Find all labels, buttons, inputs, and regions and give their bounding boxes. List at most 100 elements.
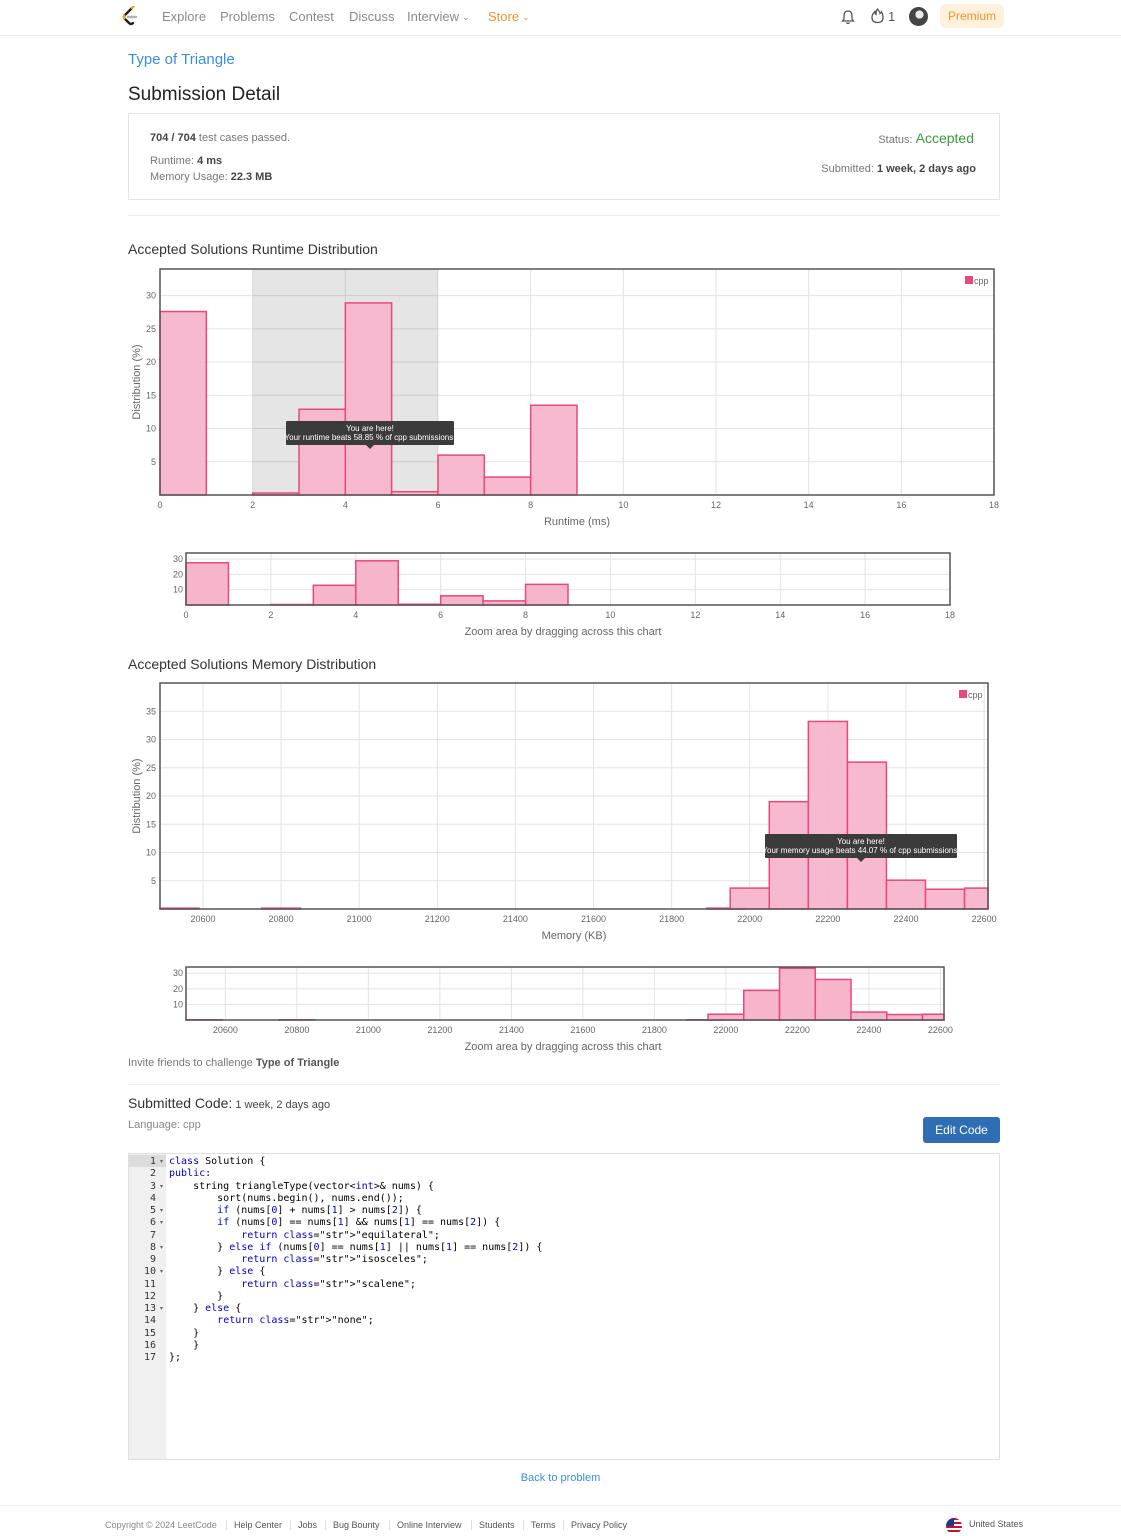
tooltip-box: [286, 421, 454, 445]
nav-contest[interactable]: Contest: [289, 9, 334, 24]
zoom-x-tick-label: 21200: [427, 1025, 452, 1035]
footer-link[interactable]: Students: [479, 1520, 515, 1530]
chart-bar[interactable]: [344, 302, 393, 496]
zoom-chart-bar: [743, 989, 781, 1021]
premium-button[interactable]: Premium: [940, 4, 1004, 28]
avatar[interactable]: [909, 7, 928, 26]
code-line[interactable]: }: [169, 1290, 224, 1302]
chart-bar[interactable]: [729, 887, 771, 910]
code-line[interactable]: return class="str">"equilateral";: [241, 1229, 440, 1241]
invite-problem[interactable]: Type of Triangle: [255, 1057, 340, 1069]
zoom-chart-frame[interactable]: [185, 552, 951, 606]
code-line[interactable]: public:: [169, 1168, 212, 1180]
x-tick-label: 6: [435, 500, 440, 510]
bell-icon[interactable]: [841, 9, 855, 25]
zoom-x-tick-label: 2: [268, 610, 273, 620]
footer-separator: [290, 1520, 291, 1530]
chart-bar[interactable]: [159, 310, 208, 496]
x-tick-label: 21400: [503, 914, 528, 924]
nav-problems[interactable]: Problems: [220, 9, 275, 24]
fold-toggle-icon[interactable]: ▾: [160, 1269, 164, 1276]
tooltip-pointer: [857, 858, 865, 862]
code-line[interactable]: return class="str">"scalene";: [241, 1278, 416, 1290]
y-tick-label: 15: [146, 819, 156, 829]
chart-bar[interactable]: [807, 720, 849, 910]
legend-swatch: [965, 276, 973, 284]
footer-link[interactable]: Help Center: [234, 1520, 283, 1530]
nav-explore[interactable]: Explore: [162, 9, 207, 24]
fold-toggle-icon[interactable]: ▾: [160, 1183, 164, 1190]
footer-link[interactable]: Online Interview: [397, 1520, 462, 1530]
line-number: 12: [143, 1290, 156, 1302]
footer-link[interactable]: Terms: [531, 1520, 556, 1530]
fold-toggle-icon[interactable]: ▾: [160, 1159, 164, 1165]
memory-distribution-chart[interactable]: 5 10 15 20 25 30 35 20600 20800 21000 21200 21400 21…: [0, 676, 1121, 1056]
code-line[interactable]: return class="str">"none";: [217, 1315, 374, 1327]
fold-toggle-icon[interactable]: ▾: [160, 1208, 164, 1214]
x-axis-label: Memory (KB): [542, 930, 607, 942]
chart-bar[interactable]: [437, 454, 486, 496]
code-line[interactable]: return class="str">"isosceles";: [241, 1254, 428, 1265]
code-line[interactable]: }: [169, 1339, 200, 1351]
code-line[interactable]: if (nums[0] + nums[1] > nums[2]) {: [217, 1205, 422, 1216]
line-number: 3: [149, 1180, 156, 1192]
chart-bar[interactable]: [483, 476, 532, 496]
problem-title-link[interactable]: Type of Triangle: [128, 51, 235, 68]
x-tick-label: 4: [343, 500, 348, 510]
footer-link[interactable]: Bug Bounty: [333, 1520, 380, 1530]
code-line[interactable]: } else {: [169, 1266, 266, 1278]
divider: [128, 215, 1000, 216]
code-line[interactable]: sort(nums.begin(), nums.end());: [169, 1192, 404, 1204]
code-line[interactable]: } else {: [169, 1303, 242, 1314]
fold-toggle-icon[interactable]: ▾: [160, 1244, 164, 1251]
x-tick-label: 20800: [269, 914, 294, 924]
zoom-x-tick-label: 16: [860, 610, 870, 620]
legend-label[interactable]: cpp: [974, 276, 989, 286]
code-line[interactable]: }: [169, 1327, 200, 1339]
x-tick-label: 22400: [893, 914, 918, 924]
zoom-chart-frame[interactable]: [185, 966, 945, 1021]
zoom-x-tick-label: 14: [775, 610, 785, 620]
fire-icon[interactable]: [871, 8, 884, 24]
leetcode-logo-icon[interactable]: [121, 6, 139, 28]
chart-bar[interactable]: [963, 887, 989, 910]
y-tick-label: 15: [146, 390, 156, 400]
chart-bar[interactable]: [924, 888, 966, 910]
nav-discuss[interactable]: Discuss: [349, 9, 395, 24]
submission-summary: 704 / 704 test cases passed. Runtime: 4 …: [128, 113, 1000, 200]
submitted-code-title: Submitted Code: 1 week, 2 days ago: [128, 1095, 330, 1111]
zoom-y-tick-label: 10: [173, 585, 183, 595]
code-line[interactable]: if (nums[0] == nums[1] && nums[1] == num…: [217, 1217, 501, 1229]
code-line[interactable]: string triangleType(vector<int>& nums) {: [169, 1180, 434, 1192]
code-line[interactable]: };: [169, 1352, 182, 1363]
zoom-x-tick-label: 10: [605, 610, 615, 620]
x-tick-label: 21000: [347, 914, 372, 924]
x-tick-label: 21600: [581, 914, 606, 924]
chevron-down-icon: ⌄: [522, 12, 530, 22]
chart-bar[interactable]: [529, 404, 578, 496]
code-line[interactable]: class Solution {: [169, 1156, 266, 1167]
code-editor[interactable]: 1 ▾ 2 3 ▾ 4 5 ▾ 6 ▾ 7 8 ▾ 9 10 ▾ 11 12 13 ▾ 14 15 16 17 class S…: [128, 1153, 1000, 1460]
edit-code-button[interactable]: Edit Code: [923, 1117, 1000, 1143]
back-to-problem-link[interactable]: Back to problem: [520, 1472, 601, 1484]
code-line[interactable]: } else if (nums[0] == nums[1] || nums[1]…: [169, 1241, 543, 1253]
fold-toggle-icon[interactable]: ▾: [160, 1306, 164, 1312]
legend-label[interactable]: cpp: [968, 690, 983, 700]
nav-store[interactable]: Store ⌄: [488, 9, 530, 24]
footer-link[interactable]: Privacy Policy: [571, 1520, 628, 1530]
footer-separator: [325, 1520, 326, 1530]
nav-interview[interactable]: Interview ⌄: [407, 9, 470, 24]
zoom-x-tick-label: 21000: [356, 1025, 381, 1035]
tooltip-text: Your runtime beats 58.85 % of cpp submis…: [285, 433, 456, 442]
passed-count: 704 / 704: [150, 132, 196, 144]
runtime-value: 4 ms: [197, 155, 223, 167]
line-number: 5: [149, 1205, 156, 1216]
country-selector[interactable]: United States: [969, 1519, 1024, 1529]
x-tick-label: 18: [989, 500, 999, 510]
chart-bar[interactable]: [885, 879, 927, 910]
x-tick-label: 0: [157, 500, 162, 510]
footer-link[interactable]: Jobs: [298, 1520, 318, 1530]
fold-toggle-icon[interactable]: ▾: [160, 1220, 164, 1227]
us-flag-icon[interactable]: [946, 1518, 962, 1534]
